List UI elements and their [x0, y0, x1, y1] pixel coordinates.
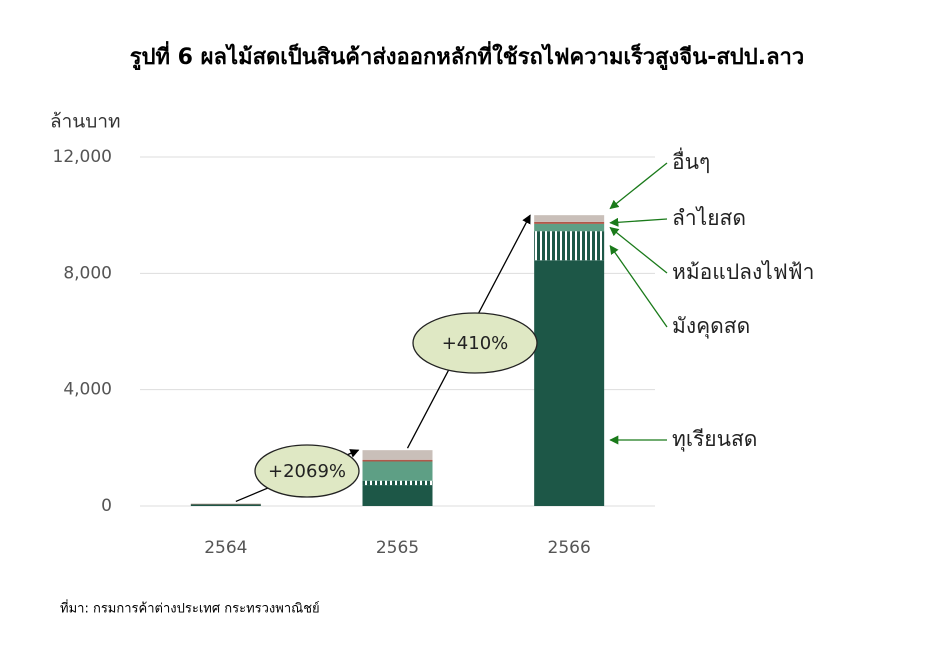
x-tick-label: 2566: [548, 538, 591, 558]
bar-segment: [534, 223, 605, 232]
y-tick-label: 12,000: [53, 147, 112, 167]
legend-label: ทุเรียนสด: [672, 427, 757, 452]
legend-label: หม้อแปลงไฟฟ้า: [672, 260, 814, 284]
legend-label: อื่นๆ: [672, 147, 710, 174]
x-tick-label: 2565: [376, 538, 419, 558]
growth-bubble: [254, 444, 360, 498]
bar-segment: [534, 260, 605, 506]
growth-label: +410%: [442, 333, 509, 354]
legend-arrow: [609, 217, 668, 227]
y-tick-label: 0: [101, 496, 112, 516]
bar-segment: [362, 480, 433, 486]
legend-arrow: [609, 162, 668, 210]
legend-arrow: [609, 244, 668, 328]
bar-segment: [190, 503, 261, 504]
legend-label: ลำไยสด: [672, 206, 746, 230]
y-axis-label: ล้านบาท: [50, 111, 121, 133]
bar-segment: [534, 221, 605, 224]
legend-label: มังคุดสด: [672, 314, 750, 339]
growth-bubble: [412, 312, 538, 374]
y-tick-label: 8,000: [63, 263, 112, 283]
x-tick-label: 2564: [204, 538, 247, 558]
legend-arrow: [609, 226, 668, 274]
source: ที่มา: กรมการค้าต่างประเทศ กระทรวงพาณิชย…: [60, 600, 320, 617]
bar-segment: [362, 485, 433, 506]
bar-segment: [362, 459, 433, 462]
bar-segment: [362, 450, 433, 460]
y-tick-label: 4,000: [63, 380, 112, 400]
bar-segment: [190, 504, 261, 506]
chart-title: รูปที่ 6 ผลไม้สดเป็นสินค้าส่งออกหลักที่ใ…: [130, 40, 805, 71]
bar-segment: [362, 461, 433, 481]
growth-label: +2069%: [268, 461, 346, 482]
bar-segment: [534, 231, 605, 261]
bar-segment: [534, 215, 605, 222]
